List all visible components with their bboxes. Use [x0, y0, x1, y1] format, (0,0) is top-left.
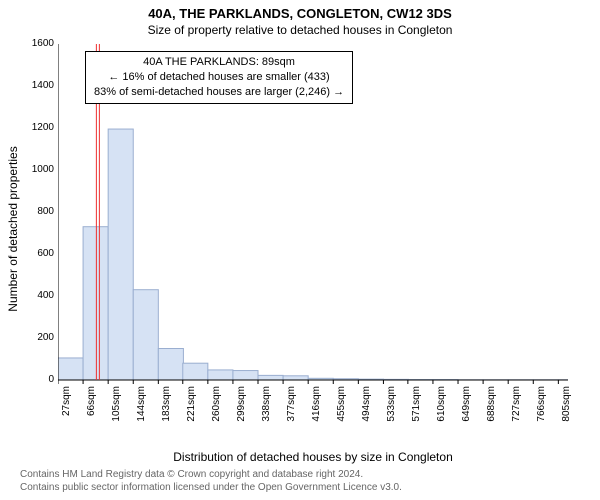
y-tick-label: 1400 — [18, 80, 54, 91]
x-tick-label: 221sqm — [186, 386, 197, 446]
x-tick-label: 688sqm — [486, 386, 497, 446]
y-tick-label: 1200 — [18, 122, 54, 133]
info-line-2: ← 16% of detached houses are smaller (43… — [94, 70, 344, 85]
x-tick-label: 610sqm — [436, 386, 447, 446]
y-tick-label: 0 — [18, 374, 54, 385]
x-tick-label: 183sqm — [161, 386, 172, 446]
x-tick-label: 805sqm — [561, 386, 572, 446]
y-tick-label: 600 — [18, 248, 54, 259]
x-tick-label: 649sqm — [461, 386, 472, 446]
x-tick-label: 260sqm — [211, 386, 222, 446]
y-tick-label: 800 — [18, 206, 54, 217]
x-tick-label: 494sqm — [361, 386, 372, 446]
y-tick-label: 400 — [18, 290, 54, 301]
x-tick-label: 571sqm — [411, 386, 422, 446]
x-tick-label: 455sqm — [336, 386, 347, 446]
x-tick-label: 105sqm — [111, 386, 122, 446]
info-line-1: 40A THE PARKLANDS: 89sqm — [94, 55, 344, 70]
info-line-3: 83% of semi-detached houses are larger (… — [94, 85, 344, 100]
x-tick-label: 416sqm — [311, 386, 322, 446]
x-tick-label: 377sqm — [286, 386, 297, 446]
figure-title: 40A, THE PARKLANDS, CONGLETON, CW12 3DS — [0, 0, 600, 21]
x-tick-label: 533sqm — [386, 386, 397, 446]
x-axis-label: Distribution of detached houses by size … — [58, 450, 568, 464]
figure-container: 40A, THE PARKLANDS, CONGLETON, CW12 3DS … — [0, 0, 600, 500]
figure-subtitle: Size of property relative to detached ho… — [0, 21, 600, 37]
x-tick-label: 144sqm — [136, 386, 147, 446]
marker-info-box: 40A THE PARKLANDS: 89sqm ← 16% of detach… — [85, 51, 353, 104]
footnote: Contains HM Land Registry data © Crown c… — [20, 469, 590, 494]
x-tick-label: 27sqm — [61, 386, 72, 446]
y-tick-label: 200 — [18, 332, 54, 343]
x-tick-label: 766sqm — [536, 386, 547, 446]
x-tick-label: 727sqm — [511, 386, 522, 446]
footnote-line-2: Contains public sector information licen… — [20, 482, 590, 495]
y-tick-label: 1000 — [18, 164, 54, 175]
y-tick-label: 1600 — [18, 38, 54, 49]
footnote-line-1: Contains HM Land Registry data © Crown c… — [20, 469, 590, 482]
x-tick-label: 338sqm — [261, 386, 272, 446]
y-axis-label: Number of detached properties — [6, 44, 22, 414]
x-tick-label: 66sqm — [86, 386, 97, 446]
x-tick-label: 299sqm — [236, 386, 247, 446]
